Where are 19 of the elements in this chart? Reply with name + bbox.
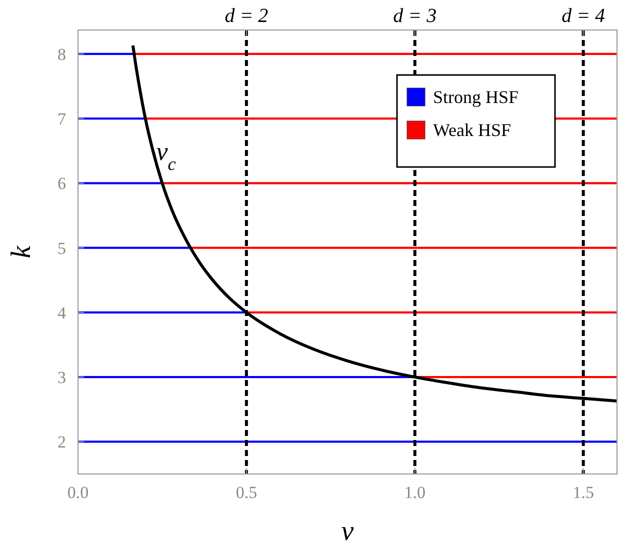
x-tick-label: 1.5 <box>572 483 594 502</box>
legend-label: Strong HSF <box>433 87 519 107</box>
annotation: ν$_{c}$ <box>156 137 176 174</box>
x2-tick-label: d = 4 <box>562 5 606 27</box>
y-tick-label: 5 <box>58 238 66 258</box>
y-axis-title: k <box>6 245 37 258</box>
x2-tick-label: d = 3 <box>393 5 437 27</box>
x-tick-label: 1.0 <box>404 483 426 502</box>
x-tick-label: 0.0 <box>67 483 89 502</box>
y-tick-label: 2 <box>58 432 66 452</box>
x2-tick-label: d = 2 <box>224 5 268 27</box>
legend-label: Weak HSF <box>433 120 512 140</box>
y-tick-label: 7 <box>58 110 66 129</box>
x-axis-title: ν <box>341 516 354 547</box>
y-tick-label: 6 <box>58 174 66 194</box>
x-tick-label: 0.5 <box>236 483 258 502</box>
y-tick-label: 3 <box>58 368 66 388</box>
y-tick-label: 4 <box>58 303 66 322</box>
y-tick-label: 8 <box>58 44 66 64</box>
